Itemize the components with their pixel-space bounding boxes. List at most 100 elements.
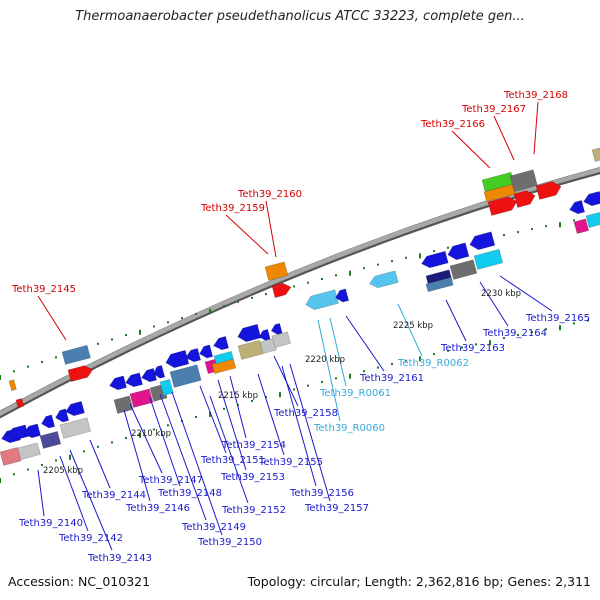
leader-line [397, 303, 423, 357]
gene-label-teth39-2142[interactable]: Teth39_2142 [58, 533, 123, 544]
gene-feature [61, 344, 91, 365]
gene-feature [67, 365, 94, 382]
gene-feature [513, 190, 536, 208]
gene-label-teth39-2151[interactable]: Teth39_2151 [200, 455, 265, 466]
gene-label-teth39-2146[interactable]: Teth39_2146 [125, 503, 190, 514]
gene-feature [509, 169, 538, 192]
accession-text: Accession: NC_010321 [8, 574, 151, 589]
gene-label-teth39-r0062[interactable]: Teth39_R0062 [397, 358, 469, 369]
gene-feature [535, 181, 562, 200]
gene-label-teth39-2168[interactable]: Teth39_2168 [503, 90, 568, 101]
gene-feature [259, 338, 277, 354]
leader-line [37, 469, 45, 517]
gene-feature [447, 242, 470, 261]
gene-label-teth39-2150[interactable]: Teth39_2150 [197, 537, 262, 548]
leader-line [281, 365, 317, 487]
gene-label-teth39-2154[interactable]: Teth39_2154 [221, 440, 286, 451]
gene-label-teth39-r0060[interactable]: Teth39_R0060 [313, 423, 385, 434]
gene-feature [185, 348, 201, 363]
gene-feature [583, 190, 600, 207]
gene-feature [17, 442, 41, 460]
gene-feature [449, 259, 478, 280]
leader-line [209, 395, 249, 504]
gene-label-teth39-2158[interactable]: Teth39_2158 [273, 408, 338, 419]
gene-label-teth39-2144[interactable]: Teth39_2144 [81, 490, 146, 501]
leader-line [123, 409, 151, 502]
map-title: Thermoanaerobacter pseudethanolicus ATCC… [75, 9, 525, 24]
leader-line [199, 385, 227, 454]
gene-feature [264, 261, 289, 281]
gene-label-teth39-2145[interactable]: Teth39_2145 [11, 284, 76, 295]
gene-feature [369, 270, 399, 289]
gene-feature [213, 336, 229, 351]
gene-feature [159, 379, 174, 396]
gene-label-teth39-2147[interactable]: Teth39_2147 [138, 475, 203, 486]
label-leader-lines [37, 101, 553, 551]
gene-label-teth39-2163[interactable]: Teth39_2163 [440, 343, 505, 354]
gene-feature [8, 379, 17, 392]
scale-label-2230: 2230 kbp [481, 289, 521, 299]
gene-feature [15, 398, 25, 409]
leader-line [89, 439, 111, 489]
gene-feature [469, 231, 496, 251]
leader-line [289, 363, 331, 502]
gene-feature [271, 282, 292, 298]
leader-line [69, 449, 113, 551]
gene-feature [0, 446, 22, 466]
gene-label-teth39-2167[interactable]: Teth39_2167 [461, 104, 526, 115]
gene-label-teth39-2140[interactable]: Teth39_2140 [18, 518, 83, 529]
gene-feature [23, 423, 41, 439]
gene-label-teth39-2153[interactable]: Teth39_2153 [220, 472, 285, 483]
leader-line [329, 317, 347, 387]
gene-feature [270, 323, 283, 335]
gene-label-teth39-2164[interactable]: Teth39_2164 [482, 328, 547, 339]
gene-label-teth39-2148[interactable]: Teth39_2148 [157, 488, 222, 499]
scale-label-2205: 2205 kbp [43, 466, 83, 476]
gene-feature [335, 288, 350, 303]
gene-label-teth39-2155[interactable]: Teth39_2155 [258, 457, 323, 468]
gene-label-teth39-2165[interactable]: Teth39_2165 [525, 313, 590, 324]
leader-line [317, 319, 341, 422]
gene-feature [573, 218, 590, 234]
gene-label-teth39-2159[interactable]: Teth39_2159 [200, 203, 265, 214]
gene-label-teth39-2157[interactable]: Teth39_2157 [304, 503, 369, 514]
leader-line [265, 200, 277, 258]
gene-label-teth39-r0061[interactable]: Teth39_R0061 [319, 388, 391, 399]
gene-label-teth39-2143[interactable]: Teth39_2143 [87, 553, 152, 564]
gene-feature [65, 400, 85, 417]
gene-feature [199, 344, 214, 359]
gene-feature [7, 424, 29, 441]
scale-label-2220: 2220 kbp [305, 355, 345, 365]
gene-feature [41, 414, 56, 429]
tick-row-lower [0, 319, 589, 483]
leader-line [479, 281, 509, 327]
gene-label-teth39-2152[interactable]: Teth39_2152 [221, 505, 286, 516]
scale-label-2215: 2215 kbp [218, 391, 258, 401]
gene-feature [113, 395, 134, 414]
leader-line [225, 214, 269, 255]
gene-feature [271, 331, 291, 348]
gene-feature [213, 350, 234, 365]
leader-line [159, 393, 207, 521]
gene-feature [237, 339, 264, 360]
scale-label-2225: 2225 kbp [393, 321, 433, 331]
leader-line [257, 373, 285, 456]
gene-label-teth39-2156[interactable]: Teth39_2156 [289, 488, 354, 499]
gene-feature [585, 212, 600, 228]
gene-feature [237, 323, 262, 343]
leader-line [129, 403, 163, 474]
gene-feature [59, 417, 92, 439]
leader-line [149, 397, 181, 487]
gene-feature [591, 147, 600, 162]
gene-label-teth39-2160[interactable]: Teth39_2160 [237, 189, 302, 200]
gene-label-teth39-2166[interactable]: Teth39_2166 [420, 119, 485, 130]
genome-summary-text: Topology: circular; Length: 2,362,816 bp… [247, 574, 591, 589]
leader-line [59, 455, 89, 532]
leader-line [445, 299, 467, 342]
leader-line [229, 375, 247, 439]
gene-feature [487, 196, 518, 216]
gene-label-teth39-2161[interactable]: Teth39_2161 [359, 373, 424, 384]
gene-label-teth39-2149[interactable]: Teth39_2149 [181, 522, 246, 533]
leader-line [171, 391, 223, 536]
